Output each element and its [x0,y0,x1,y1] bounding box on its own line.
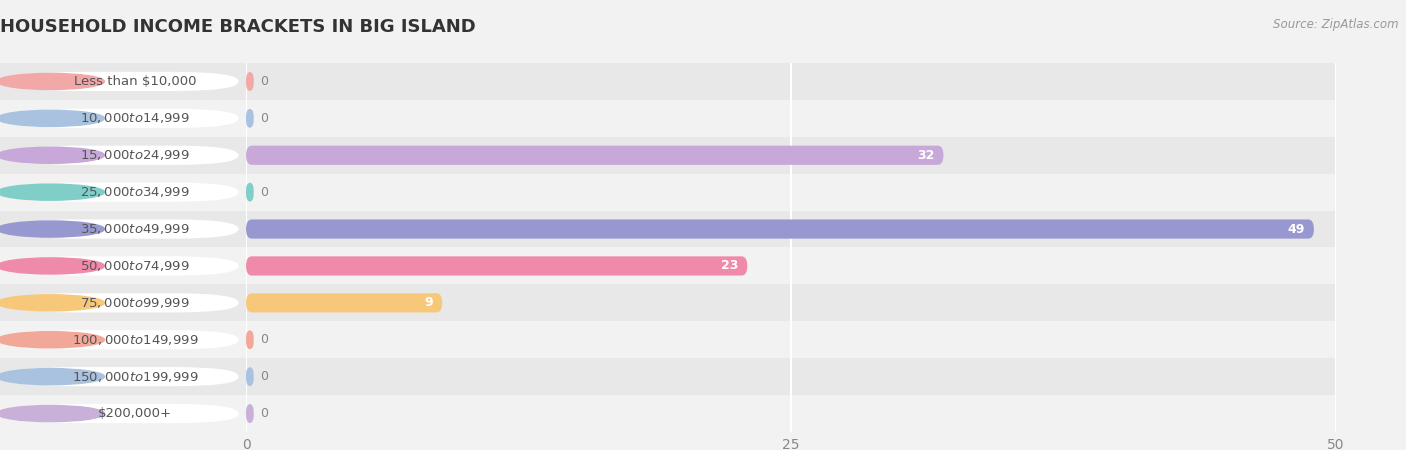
Text: 0: 0 [260,186,269,198]
Circle shape [0,110,104,126]
Bar [0,211,246,248]
Circle shape [0,184,104,200]
Circle shape [0,295,104,311]
Text: $100,000 to $149,999: $100,000 to $149,999 [72,333,198,347]
FancyBboxPatch shape [246,293,441,312]
Bar [0,100,246,137]
Bar [0,63,246,100]
FancyBboxPatch shape [246,256,748,275]
FancyBboxPatch shape [13,256,239,275]
Bar [0,284,246,321]
Text: 0: 0 [260,333,269,346]
FancyBboxPatch shape [246,404,253,423]
Text: 23: 23 [721,260,738,272]
Text: 0: 0 [260,370,269,383]
Circle shape [0,332,104,348]
FancyBboxPatch shape [246,146,943,165]
FancyBboxPatch shape [13,72,239,91]
Circle shape [0,369,104,385]
Circle shape [0,221,104,237]
FancyBboxPatch shape [246,109,253,128]
Text: $25,000 to $34,999: $25,000 to $34,999 [80,185,190,199]
Bar [246,137,1336,174]
Text: 0: 0 [260,407,269,420]
FancyBboxPatch shape [13,109,239,128]
FancyBboxPatch shape [13,183,239,202]
Text: HOUSEHOLD INCOME BRACKETS IN BIG ISLAND: HOUSEHOLD INCOME BRACKETS IN BIG ISLAND [0,18,475,36]
Bar [0,174,246,211]
Text: Less than $10,000: Less than $10,000 [75,75,197,88]
FancyBboxPatch shape [13,220,239,238]
Bar [246,211,1336,248]
Bar [0,395,246,432]
FancyBboxPatch shape [246,330,253,349]
FancyBboxPatch shape [13,330,239,349]
Circle shape [0,73,104,90]
Text: $50,000 to $74,999: $50,000 to $74,999 [80,259,190,273]
Text: 0: 0 [260,112,269,125]
Bar [246,321,1336,358]
Bar [246,284,1336,321]
Bar [246,63,1336,100]
Bar [0,137,246,174]
Text: 32: 32 [917,149,935,162]
Bar [246,358,1336,395]
Text: $15,000 to $24,999: $15,000 to $24,999 [80,148,190,162]
Text: $10,000 to $14,999: $10,000 to $14,999 [80,111,190,126]
Bar [246,395,1336,432]
FancyBboxPatch shape [246,72,253,91]
Text: $200,000+: $200,000+ [98,407,173,420]
FancyBboxPatch shape [246,220,1315,238]
FancyBboxPatch shape [13,146,239,165]
Bar [246,174,1336,211]
Bar [0,358,246,395]
Circle shape [0,258,104,274]
FancyBboxPatch shape [246,367,253,386]
Bar [246,248,1336,284]
Text: $75,000 to $99,999: $75,000 to $99,999 [80,296,190,310]
Text: 9: 9 [425,297,433,309]
Circle shape [0,147,104,163]
Text: $35,000 to $49,999: $35,000 to $49,999 [80,222,190,236]
Bar [0,248,246,284]
Bar [0,321,246,358]
Text: Source: ZipAtlas.com: Source: ZipAtlas.com [1274,18,1399,31]
Bar [246,100,1336,137]
Text: $150,000 to $199,999: $150,000 to $199,999 [72,369,198,384]
FancyBboxPatch shape [13,404,239,423]
FancyBboxPatch shape [246,183,253,202]
FancyBboxPatch shape [13,293,239,312]
Circle shape [0,405,104,422]
Text: 49: 49 [1288,223,1305,235]
FancyBboxPatch shape [13,367,239,386]
Text: 0: 0 [260,75,269,88]
